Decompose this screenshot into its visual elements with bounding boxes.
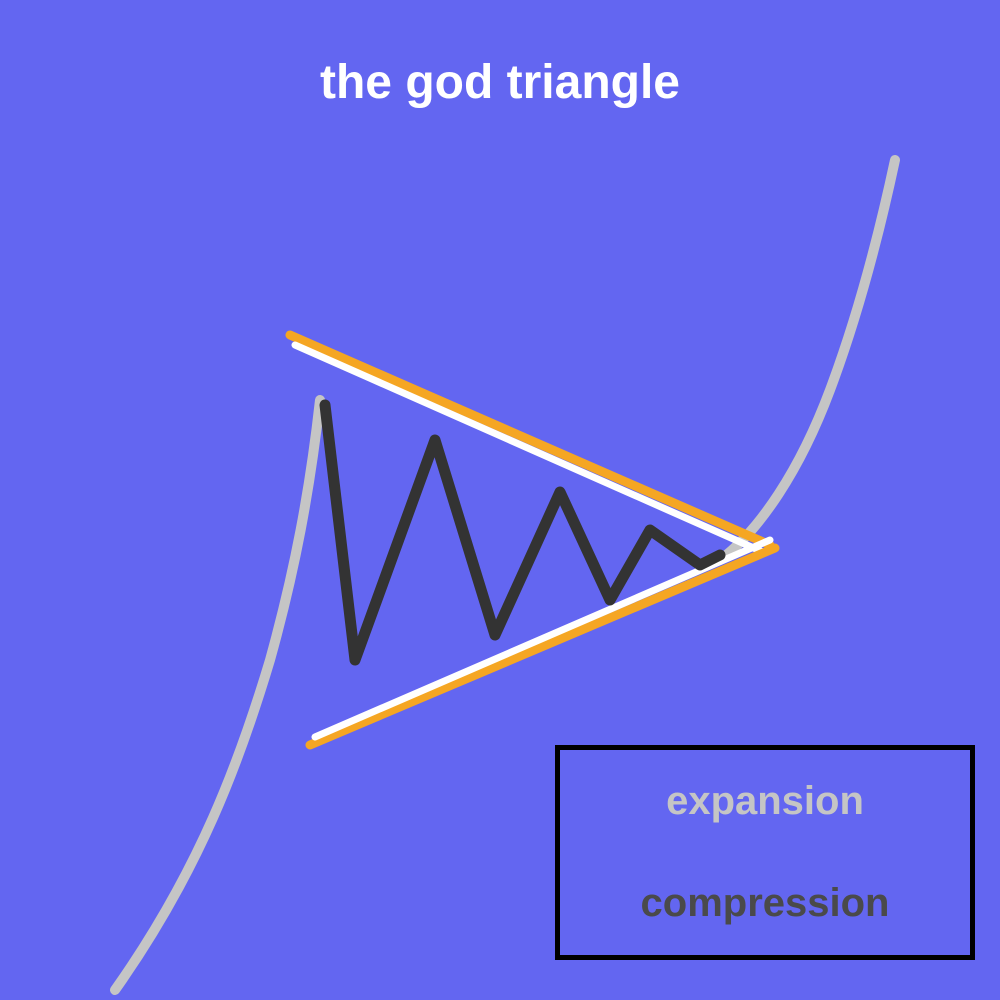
legend-item-compression: compression: [641, 881, 890, 926]
expansion-curve: [115, 400, 320, 990]
legend-item-expansion: expansion: [666, 779, 864, 824]
diagram-canvas: the god triangle expansion compression: [0, 0, 1000, 1000]
breakout-curve: [720, 160, 895, 560]
triangle-upper-line-white: [295, 345, 765, 553]
legend-box: expansion compression: [555, 745, 975, 960]
triangle-upper-line-orange: [290, 335, 770, 545]
